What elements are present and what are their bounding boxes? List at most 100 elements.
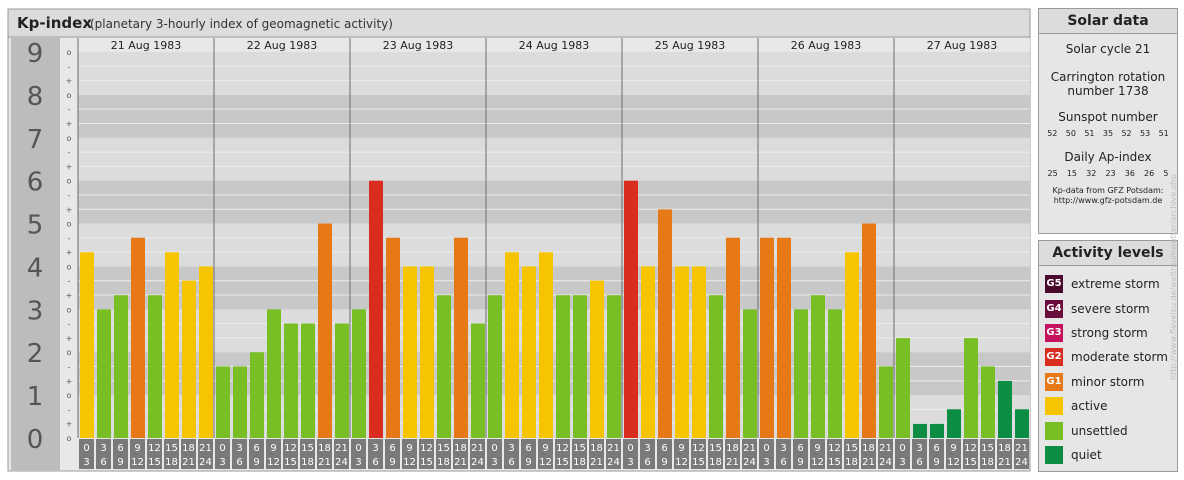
interval-start: 6 <box>797 443 803 454</box>
kp-bar <box>607 295 621 438</box>
interval-start: 15 <box>845 443 858 454</box>
interval-end: 6 <box>644 457 650 468</box>
interval-box <box>334 439 349 469</box>
interval-end: 18 <box>301 457 314 468</box>
interval-start: 6 <box>389 443 395 454</box>
interval-start: 18 <box>726 443 739 454</box>
interval-end: 3 <box>763 457 769 468</box>
interval-end: 9 <box>253 457 259 468</box>
source-link[interactable]: http://www.gfz-potsdam.de <box>1053 196 1163 205</box>
kp-bar <box>896 338 910 438</box>
y-tick-label: 2 <box>27 339 44 369</box>
level-row: G1 minor storm <box>1039 370 1177 394</box>
y-subtick-label: - <box>68 320 71 329</box>
interval-start: 15 <box>437 443 450 454</box>
interval-end: 12 <box>539 457 552 468</box>
y-subtick-label: - <box>68 277 71 286</box>
ap-value: 36 <box>1124 169 1135 178</box>
kp-bar <box>488 295 502 438</box>
level-swatch <box>1045 397 1063 416</box>
interval-end: 18 <box>165 457 178 468</box>
interval-box <box>572 439 587 469</box>
interval-box <box>810 439 825 469</box>
interval-end: 15 <box>692 457 705 468</box>
interval-end: 3 <box>219 457 225 468</box>
level-swatch <box>1045 421 1063 440</box>
y-tick-label: 8 <box>27 82 44 112</box>
interval-box <box>164 439 179 469</box>
interval-end: 15 <box>556 457 569 468</box>
interval-box <box>827 439 842 469</box>
y-subtick-label: + <box>66 119 73 128</box>
solar-data-panel: Solar data Solar cycle 21 Carrington rot… <box>1038 8 1178 234</box>
interval-start: 0 <box>763 443 769 454</box>
level-swatch: G5 <box>1045 275 1063 294</box>
chart-title: Kp-index <box>17 14 92 32</box>
level-swatch <box>1045 445 1063 464</box>
interval-box <box>147 439 162 469</box>
interval-start: 18 <box>182 443 195 454</box>
interval-box <box>725 439 740 469</box>
interval-start: 12 <box>420 443 433 454</box>
ap-value: 25 <box>1047 169 1058 178</box>
interval-start: 18 <box>590 443 603 454</box>
interval-box <box>759 439 774 469</box>
interval-end: 21 <box>182 457 195 468</box>
interval-end: 18 <box>981 457 994 468</box>
interval-box <box>912 439 927 469</box>
kp-band <box>78 94 1030 138</box>
kp-bar <box>930 423 944 438</box>
kp-bar <box>556 295 570 438</box>
interval-end: 9 <box>525 457 531 468</box>
interval-end: 12 <box>811 457 824 468</box>
kp-bar <box>709 295 723 438</box>
day-label: 23 Aug 1983 <box>383 39 453 52</box>
y-axis-panel <box>11 38 60 470</box>
interval-start: 0 <box>899 443 905 454</box>
interval-end: 15 <box>828 457 841 468</box>
interval-end: 6 <box>508 457 514 468</box>
kp-bar <box>131 237 145 438</box>
level-row: G2 moderate storm <box>1039 345 1177 369</box>
interval-start: 21 <box>607 443 620 454</box>
y-subtick-label: + <box>66 377 73 386</box>
kp-bar <box>250 352 264 438</box>
kp-bar <box>199 266 213 438</box>
interval-end: 24 <box>1015 457 1028 468</box>
kp-band <box>78 223 1030 267</box>
interval-box <box>742 439 757 469</box>
interval-end: 3 <box>83 457 89 468</box>
y-subtick-label: o <box>67 134 72 143</box>
kp-bar <box>964 338 978 438</box>
interval-box <box>929 439 944 469</box>
interval-box <box>623 439 638 469</box>
ap-values: 25 15 32 23 36 26 5 <box>1043 169 1173 178</box>
level-label: strong storm <box>1071 325 1148 340</box>
interval-start: 3 <box>100 443 106 454</box>
interval-box <box>96 439 111 469</box>
carrington-line-1: Carrington rotation <box>1050 70 1166 84</box>
interval-end: 18 <box>845 457 858 468</box>
interval-start: 0 <box>627 443 633 454</box>
interval-box <box>368 439 383 469</box>
y-subtick-label: - <box>68 62 71 71</box>
interval-box <box>436 439 451 469</box>
interval-start: 12 <box>828 443 841 454</box>
interval-box <box>249 439 264 469</box>
interval-box <box>419 439 434 469</box>
interval-box <box>538 439 553 469</box>
interval-start: 21 <box>335 443 348 454</box>
sunspot-value: 50 <box>1065 129 1076 138</box>
interval-box <box>79 439 94 469</box>
interval-end: 15 <box>148 457 161 468</box>
interval-end: 9 <box>389 457 395 468</box>
kp-bar <box>352 309 366 438</box>
day-label: 26 Aug 1983 <box>791 39 861 52</box>
interval-start: 21 <box>879 443 892 454</box>
day-label: 22 Aug 1983 <box>247 39 317 52</box>
interval-end: 15 <box>420 457 433 468</box>
kp-bar <box>148 295 162 438</box>
interval-start: 3 <box>508 443 514 454</box>
y-subtick-label: o <box>67 434 72 443</box>
interval-end: 21 <box>726 457 739 468</box>
